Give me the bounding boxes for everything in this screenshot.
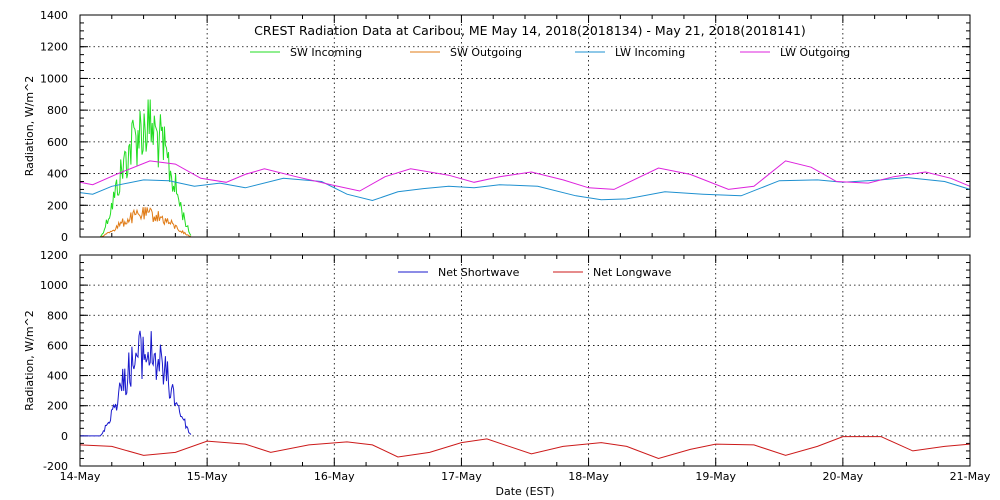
panel1-legend-label: SW Outgoing (450, 46, 522, 59)
panel2-ytick-label: 800 (47, 309, 68, 322)
panel1-legend-label: LW Outgoing (780, 46, 850, 59)
panel1-ytick-label: 200 (47, 199, 68, 212)
chart-title: CREST Radiation Data at Caribou, ME May … (254, 23, 806, 38)
xtick-label: 20-May (822, 470, 863, 483)
panel2-ytick-label: 400 (47, 370, 68, 383)
panel2-ytick-label: -200 (43, 460, 68, 473)
panel1-ytick-label: 1000 (40, 72, 68, 85)
panel1-legend-label: LW Incoming (615, 46, 685, 59)
panel1-ylabel: Radiation, W/m^2 (23, 76, 36, 177)
xtick-label: 17-May (441, 470, 482, 483)
panel1-series-lw-incoming (79, 176, 971, 202)
panel1-series-sw-incoming (80, 99, 192, 238)
panel2-series-net-shortwave (80, 330, 192, 437)
xtick-label: 19-May (695, 470, 736, 483)
panel2-ytick-label: 200 (47, 400, 68, 413)
panel1-ytick-label: 800 (47, 104, 68, 117)
panel2-ylabel: Radiation, W/m^2 (23, 310, 36, 411)
panel1-legend-label: SW Incoming (290, 46, 362, 59)
panel2-ytick-label: 0 (61, 430, 68, 443)
panel1-ytick-label: 400 (47, 168, 68, 181)
panel2-legend-label: Net Longwave (593, 266, 672, 279)
panel1-ytick-label: 0 (61, 231, 68, 244)
xtick-label: 14-May (60, 470, 101, 483)
panel2-series-net-longwave (79, 436, 971, 460)
panel1-ytick-label: 1400 (40, 9, 68, 22)
xtick-label: 16-May (314, 470, 355, 483)
panel1-plot-frame (79, 14, 971, 238)
panel2-ytick-label: 1000 (40, 279, 68, 292)
xtick-label: 15-May (187, 470, 228, 483)
panel1-series-sw-outgoing (80, 207, 192, 238)
xtick-label: 21-May (950, 470, 991, 483)
panel1-ytick-label: 1200 (40, 41, 68, 54)
panel1-series-lw-outgoing (79, 160, 971, 192)
panel2-ytick-label: 1200 (40, 249, 68, 262)
panel2-legend-label: Net Shortwave (438, 266, 520, 279)
panel2-plot-frame (79, 254, 971, 467)
panel2-ytick-label: 600 (47, 339, 68, 352)
xtick-label: 18-May (568, 470, 609, 483)
panel1-ytick-label: 600 (47, 136, 68, 149)
xaxis-label: Date (EST) (495, 485, 554, 498)
